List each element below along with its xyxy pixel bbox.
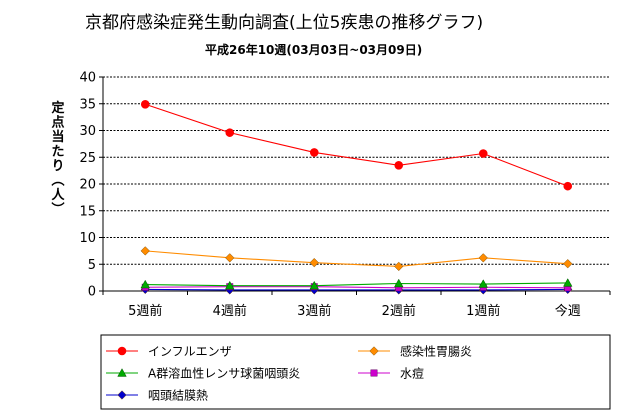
series-line bbox=[145, 103, 568, 187]
data-point bbox=[478, 253, 488, 263]
x-tick-label: 5週前 bbox=[128, 303, 162, 319]
data-point bbox=[225, 280, 235, 290]
legend-label: 感染性胃腸炎 bbox=[400, 344, 472, 359]
y-tick-label: 25 bbox=[79, 151, 96, 166]
chart-title: 京都府感染症発生動向調査(上位5疾患の推移グラフ) bbox=[85, 13, 483, 33]
data-point bbox=[563, 259, 573, 269]
series-line bbox=[145, 286, 568, 289]
legend-item: 感染性胃腸炎 bbox=[358, 344, 472, 359]
y-tick-label: 5 bbox=[88, 258, 96, 273]
y-axis-title: 定点当たり︵人︶ bbox=[50, 100, 65, 218]
data-point bbox=[394, 261, 404, 272]
y-tick-label: 0 bbox=[88, 285, 96, 300]
data-point bbox=[478, 279, 488, 288]
data-point bbox=[225, 253, 235, 263]
series-line bbox=[145, 282, 568, 287]
legend-marker bbox=[117, 368, 127, 377]
legend-marker bbox=[117, 346, 127, 356]
legend-label: インフルエンザ bbox=[148, 345, 232, 359]
series bbox=[140, 99, 573, 191]
legend-item: 水痘 bbox=[358, 366, 424, 381]
grid bbox=[103, 76, 610, 265]
series bbox=[140, 278, 573, 290]
legend-box bbox=[100, 334, 611, 410]
x-tick-label: 1週前 bbox=[466, 303, 500, 319]
series-line bbox=[145, 288, 568, 291]
x-tick-label: 3週前 bbox=[297, 303, 331, 319]
data-point bbox=[309, 148, 319, 157]
y-tick-label: 40 bbox=[79, 71, 96, 86]
series bbox=[140, 246, 573, 272]
data-point bbox=[394, 160, 404, 170]
data-point bbox=[140, 246, 150, 256]
legend-label: 水痘 bbox=[400, 366, 424, 381]
y-axis-label: 定点当たり︵人︶ bbox=[50, 100, 65, 218]
data-point bbox=[140, 99, 150, 109]
data-point bbox=[563, 278, 573, 287]
legend-item: 咽頭結膜熱 bbox=[106, 389, 208, 403]
legend-item: A群溶血性レンサ球菌咽頭炎 bbox=[106, 366, 300, 381]
legend-marker bbox=[117, 390, 127, 400]
series-line bbox=[145, 250, 568, 267]
y-tick-label: 35 bbox=[79, 97, 96, 112]
data-point bbox=[309, 257, 319, 268]
legend-marker bbox=[369, 346, 379, 356]
y-tick-label: 15 bbox=[79, 204, 96, 219]
legend-item: インフルエンザ bbox=[106, 345, 232, 359]
data-point bbox=[478, 149, 488, 158]
y-tick-label: 20 bbox=[79, 178, 96, 193]
legend-marker bbox=[370, 369, 378, 377]
y-tick-label: 10 bbox=[79, 231, 96, 246]
data-point bbox=[563, 181, 573, 191]
x-tick-label: 2週前 bbox=[382, 303, 416, 319]
series-layer bbox=[140, 99, 573, 295]
x-tick-label: 4週前 bbox=[213, 303, 247, 319]
data-point bbox=[140, 279, 150, 289]
legend-label: A群溶血性レンサ球菌咽頭炎 bbox=[148, 366, 300, 381]
legend-label: 咽頭結膜熱 bbox=[148, 389, 208, 403]
data-point bbox=[225, 128, 235, 137]
y-tick-label: 30 bbox=[79, 124, 96, 139]
data-point bbox=[394, 278, 404, 288]
chart-subtitle: 平成26年10週(03月03日~03月09日) bbox=[205, 42, 422, 57]
x-tick-label: 今週 bbox=[555, 303, 581, 319]
data-point bbox=[309, 280, 319, 290]
axes: 0 5 10 15 20 25 30 35 40 5週前 4週前 3週前 2週前 1週前 今週 bbox=[79, 71, 611, 319]
